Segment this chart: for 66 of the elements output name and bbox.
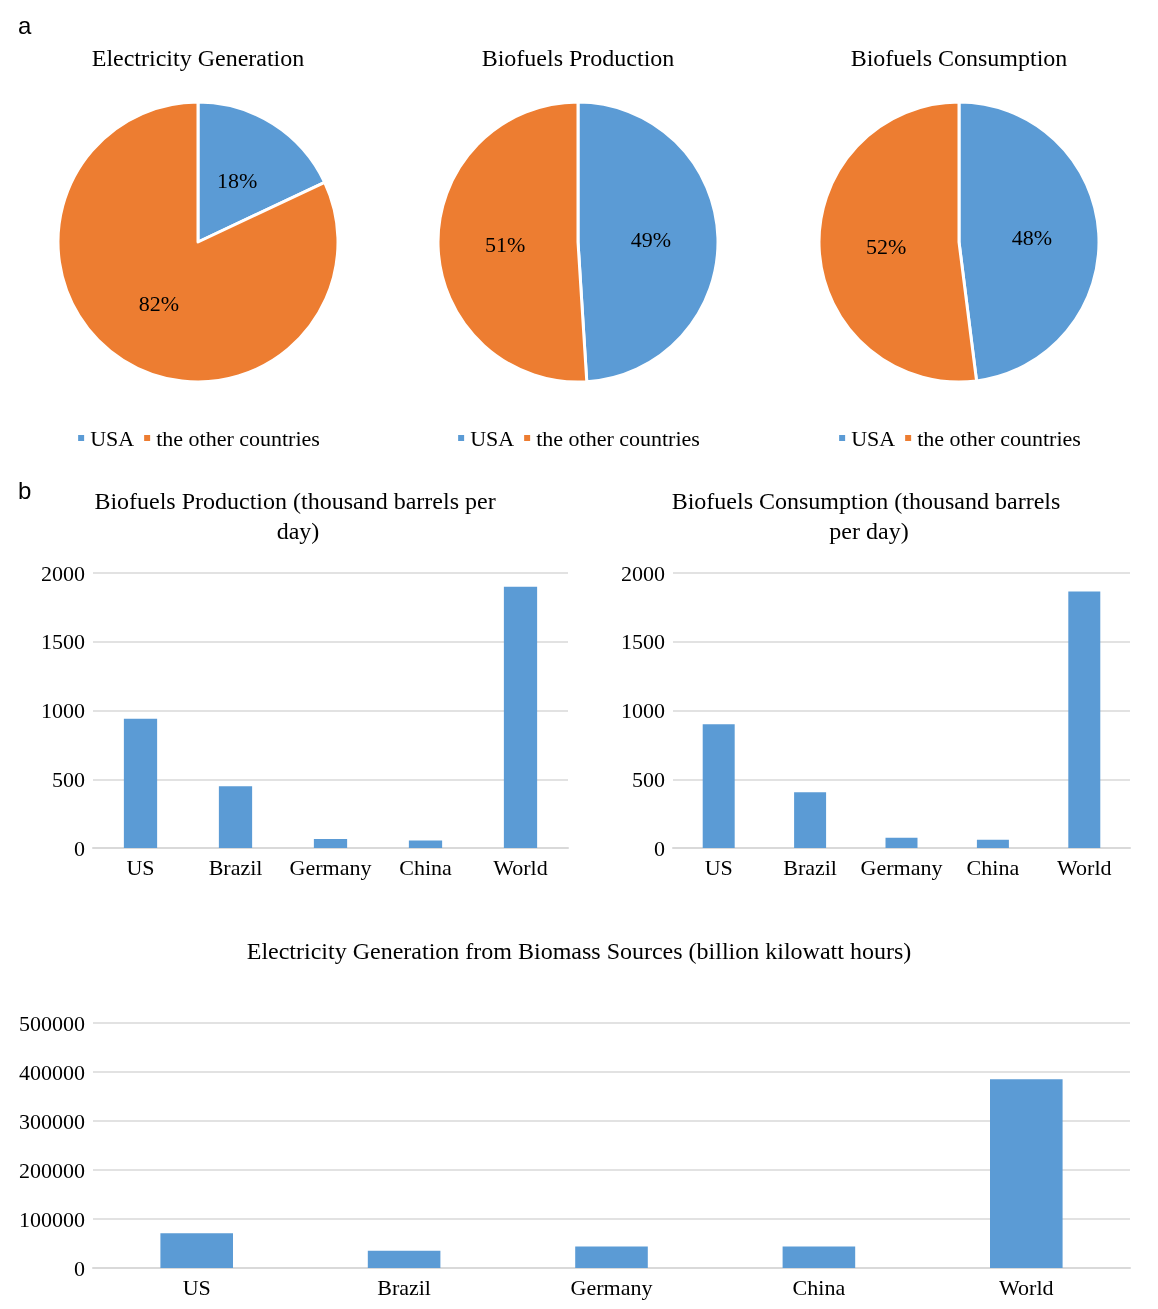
bar: [575, 1246, 648, 1268]
text: a: [18, 11, 32, 39]
y-tick-label: 500000: [19, 1010, 85, 1036]
bar: [367, 1250, 441, 1268]
chart-title: Biofuels Production: [481, 45, 675, 71]
chart-title: Electricity Generation from Biomass Sources (billion kilowatt hours): [246, 938, 912, 964]
data-label: 52%: [865, 234, 907, 260]
text: b: [18, 476, 32, 504]
bar: [218, 786, 253, 848]
x-tick-label: World: [999, 1274, 1054, 1300]
data-label: 82%: [138, 291, 180, 317]
bar: [990, 1079, 1063, 1268]
chart-title: Electricity Generation: [91, 45, 305, 71]
data-label: 51%: [484, 231, 526, 257]
legend-label: the other countries: [156, 425, 320, 451]
x-tick-label: World: [1057, 854, 1112, 880]
data-label: 18%: [216, 167, 258, 193]
x-tick-label: China: [792, 1274, 846, 1300]
bar: [702, 724, 735, 848]
y-tick-label: 2000: [621, 560, 665, 586]
bar: [976, 839, 1009, 848]
x-tick-label: US: [704, 854, 733, 880]
data-label: 48%: [1011, 224, 1053, 250]
data-label: 49%: [630, 227, 672, 253]
bar: [408, 840, 443, 848]
y-tick-label: 0: [74, 1255, 85, 1281]
y-tick-label: 400000: [19, 1059, 85, 1085]
y-tick-label: 200000: [19, 1157, 85, 1183]
x-tick-label: Brazil: [377, 1274, 431, 1300]
y-tick-label: 1000: [41, 698, 85, 723]
y-tick-label: 1000: [621, 698, 665, 723]
y-tick-label: 100000: [19, 1206, 85, 1232]
y-tick-label: 0: [654, 835, 665, 861]
x-tick-label: Germany: [570, 1274, 653, 1300]
legend-label: the other countries: [917, 425, 1081, 451]
chart-title: Biofuels Consumption: [850, 45, 1068, 71]
bar: [794, 792, 827, 848]
y-tick-label: 300000: [19, 1108, 85, 1134]
x-tick-label: China: [966, 854, 1020, 880]
bar: [123, 718, 158, 848]
legend-label: the other countries: [536, 425, 700, 451]
legend-label: USA: [851, 425, 896, 451]
y-tick-label: 2000: [41, 560, 85, 586]
x-tick-label: Germany: [860, 854, 943, 880]
y-tick-label: 500: [632, 766, 665, 792]
x-tick-label: World: [493, 854, 548, 880]
y-tick-label: 0: [74, 835, 85, 861]
legend-label: USA: [470, 425, 515, 451]
bar: [885, 837, 918, 848]
bar: [1068, 591, 1101, 848]
x-tick-label: US: [182, 1274, 211, 1300]
x-tick-label: Brazil: [208, 854, 263, 880]
x-tick-label: Germany: [289, 854, 372, 880]
legend-label: USA: [90, 425, 135, 451]
chart-title: Biofuels Consumption (thousand barrels per day): [671, 488, 1067, 544]
bar: [503, 586, 538, 848]
y-tick-label: 1500: [41, 629, 85, 655]
bar: [160, 1233, 233, 1268]
bar: [782, 1246, 856, 1268]
chart-title: Biofuels Production (thousand barrels per day): [94, 488, 502, 544]
x-tick-label: Brazil: [783, 854, 837, 880]
x-tick-label: US: [126, 854, 155, 880]
y-tick-label: 500: [52, 766, 85, 792]
y-tick-label: 1500: [621, 629, 665, 655]
x-tick-label: China: [399, 854, 452, 880]
bar: [313, 839, 348, 848]
